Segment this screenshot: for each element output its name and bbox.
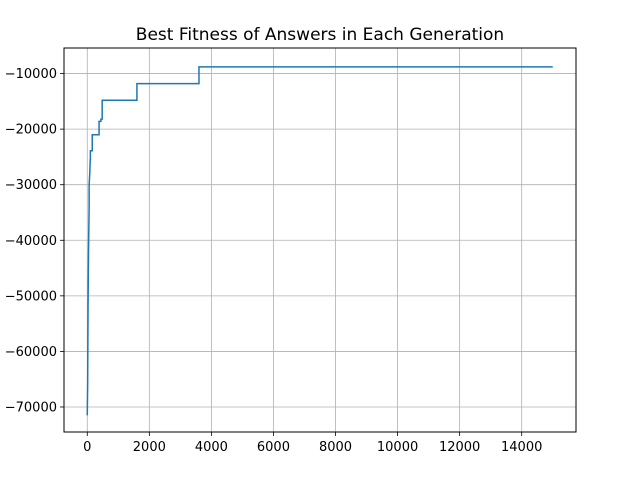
x-tick-label: 0: [83, 440, 91, 455]
x-tick-label: 12000: [439, 440, 480, 455]
y-tick-label: −30000: [5, 178, 57, 193]
series-layer: [86, 66, 553, 416]
y-tick-label: −40000: [5, 234, 57, 249]
series-line: [86, 66, 553, 416]
x-tick-label: 14000: [501, 440, 542, 455]
y-tick-label: −50000: [5, 289, 57, 304]
x-tick-label: 10000: [377, 440, 418, 455]
grid: [64, 48, 576, 432]
y-tick-label: −70000: [5, 400, 57, 415]
x-tick-label: 8000: [319, 440, 352, 455]
y-tick-label: −20000: [5, 123, 57, 138]
x-tick-label: 2000: [133, 440, 166, 455]
x-tick-label: 6000: [257, 440, 290, 455]
axis-ticks: 0 2000 4000 6000 8000 10000 12000 14000 −70000 −6…: [5, 67, 543, 455]
y-tick-label: −60000: [5, 345, 57, 360]
x-tick-label: 4000: [195, 440, 228, 455]
chart-title: Best Fitness of Answers in Each Generati…: [136, 25, 504, 45]
y-tick-label: −10000: [5, 67, 57, 82]
